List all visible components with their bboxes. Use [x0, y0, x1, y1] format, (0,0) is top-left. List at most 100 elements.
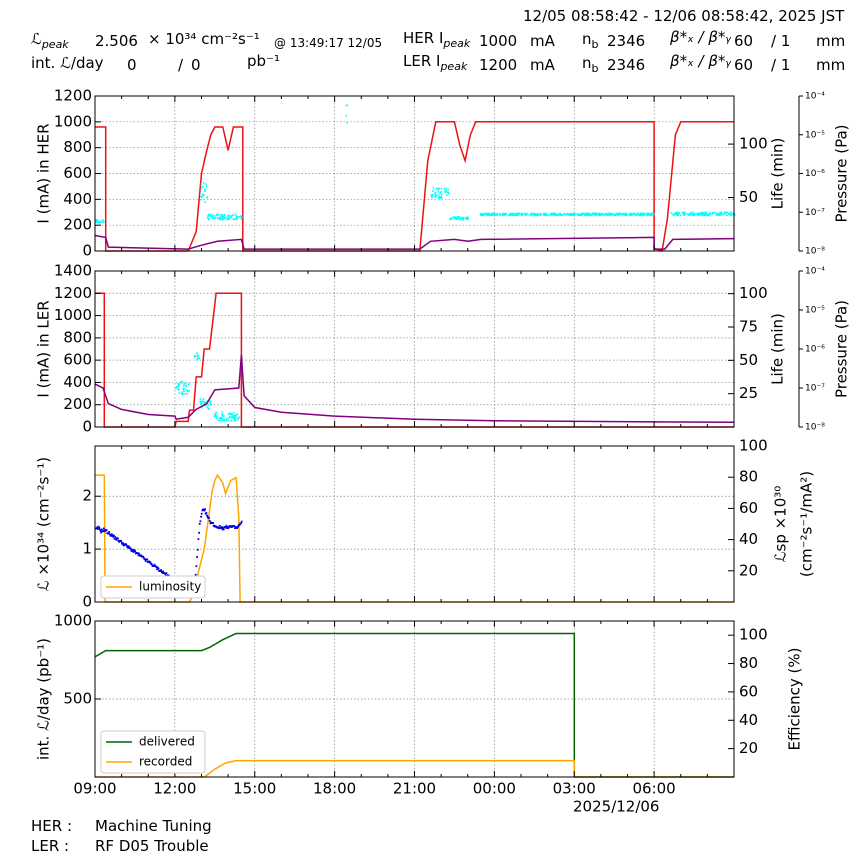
specific-point	[156, 566, 159, 569]
life-point	[223, 419, 226, 421]
specific-point	[109, 533, 111, 536]
life-point	[677, 212, 679, 215]
life-point	[178, 392, 181, 394]
life-point	[539, 212, 541, 215]
life-point	[700, 214, 703, 216]
life-point	[175, 387, 177, 390]
specific-point	[134, 550, 137, 553]
life-point	[573, 214, 576, 217]
life-point	[510, 213, 512, 216]
specific-point	[146, 558, 149, 561]
life-point	[496, 212, 499, 215]
life-point	[207, 404, 209, 406]
life-point	[491, 212, 494, 215]
life-point	[197, 355, 200, 357]
life-point	[511, 213, 514, 216]
life-point	[224, 213, 226, 216]
specific-point	[114, 536, 117, 538]
specific-point	[165, 572, 168, 575]
specific-point	[235, 526, 238, 528]
life-point	[205, 185, 208, 188]
life-point	[730, 214, 733, 216]
y-right-tick-label: 25	[739, 384, 758, 402]
life-point	[691, 211, 694, 214]
int-lum-label: int. ℒ/day	[31, 54, 104, 72]
life-point	[726, 211, 729, 214]
life-point	[99, 221, 101, 223]
life-point	[232, 214, 234, 216]
y-tick-label: 1000	[54, 612, 92, 630]
life-point	[559, 214, 562, 216]
life-point	[502, 212, 505, 215]
life-point	[715, 213, 717, 216]
life-point	[702, 213, 705, 216]
life-point	[580, 214, 582, 216]
specific-point	[125, 544, 128, 547]
specific-point	[227, 527, 230, 529]
life-point	[431, 194, 433, 197]
life-point	[444, 191, 447, 194]
pressure-tick-label: 10⁻⁶	[805, 345, 825, 355]
specific-point	[226, 526, 228, 528]
life-point	[543, 214, 545, 216]
specific-point	[200, 515, 202, 518]
y-tick-label: 1200	[54, 284, 92, 302]
life-point	[688, 212, 691, 215]
life-point	[648, 214, 651, 216]
life-point	[214, 413, 217, 416]
life-point	[589, 213, 591, 215]
life-point	[650, 214, 653, 216]
ler-peak-label: LER Ipeak	[403, 52, 467, 76]
specific-point	[110, 534, 113, 537]
specific-point	[208, 520, 211, 522]
life-point	[196, 354, 199, 357]
pressure-tick-label: 10⁻⁴	[805, 92, 825, 102]
life-point	[641, 213, 644, 216]
life-point	[531, 213, 534, 215]
x-axis-label: 2025/12/06	[573, 798, 659, 816]
life-point	[573, 214, 575, 217]
int-lum-recorded: 0	[191, 56, 201, 74]
life-point	[226, 218, 229, 221]
life-point	[177, 389, 179, 391]
specific-point	[120, 540, 123, 542]
pressure-tick-label: 10⁻⁷	[805, 384, 825, 394]
life-point	[221, 217, 224, 220]
life-point	[199, 400, 202, 403]
int-lum-unit: pb⁻¹	[247, 52, 280, 70]
life-point	[182, 388, 184, 391]
pressure-tick-label: 10⁻⁸	[805, 423, 825, 433]
life-point	[545, 213, 547, 215]
life-point	[693, 212, 696, 215]
life-point	[432, 187, 435, 189]
life-point	[201, 401, 203, 403]
ler-beta-label: β*ₓ / β*ᵧ	[670, 52, 731, 70]
legend-label-recorded: recorded	[139, 755, 192, 769]
life-point	[636, 214, 638, 216]
life-point	[240, 216, 243, 218]
life-point	[176, 385, 178, 388]
life-point	[209, 400, 212, 403]
specific-point	[148, 560, 151, 563]
life-point	[479, 212, 482, 215]
y-right-axis-label: Efficiency (%)	[786, 648, 804, 751]
life-point	[709, 212, 711, 214]
life-point	[488, 212, 490, 215]
specific-point	[127, 546, 129, 549]
y-right-tick-label: 60	[739, 499, 758, 517]
life-point	[647, 214, 649, 216]
her-nb-text: n	[582, 30, 592, 48]
pressure-tick-label: 10⁻⁸	[805, 247, 825, 257]
life-point	[447, 191, 450, 194]
life-point	[582, 212, 585, 215]
pressure-tick-label: 10⁻⁷	[805, 208, 825, 218]
y-tick-label: 2	[82, 487, 92, 505]
life-point	[210, 404, 212, 406]
specific-point	[204, 508, 206, 511]
life-point	[617, 214, 620, 216]
life-point	[431, 196, 433, 199]
life-point	[217, 218, 219, 220]
life-point	[240, 217, 243, 219]
life-point	[236, 216, 238, 218]
